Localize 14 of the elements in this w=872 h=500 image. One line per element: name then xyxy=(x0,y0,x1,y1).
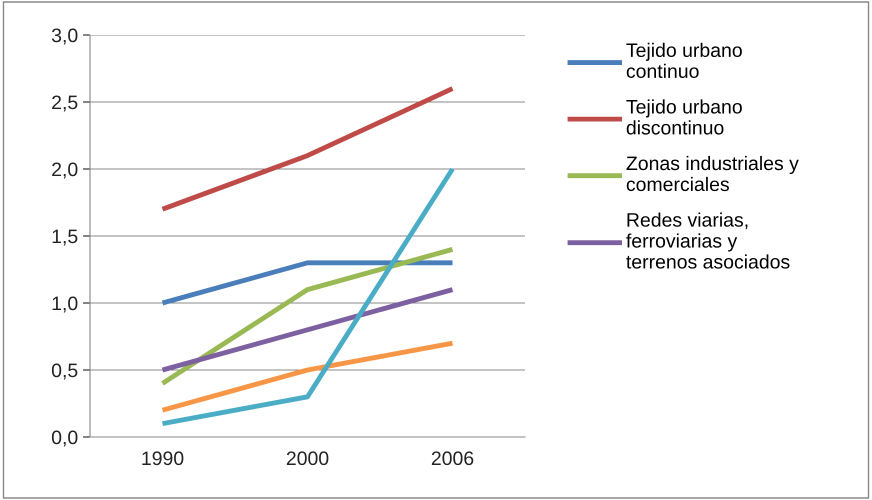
y-tick-label: 1,0 xyxy=(52,296,78,313)
legend-label: Tejido urbano continuo xyxy=(626,42,742,78)
y-tick-label: 1,5 xyxy=(52,230,78,246)
x-tick-label: 1990 xyxy=(142,451,184,466)
legend-label: Tejido urbano discontinuo xyxy=(626,99,742,135)
y-tick-label: 2,5 xyxy=(52,95,78,112)
legend-label: Redes viarias, ferroviarias y terrenos asociados xyxy=(626,212,790,269)
x-tick-label: 2000 xyxy=(286,451,328,466)
y-tick-label: 3,0 xyxy=(52,28,78,45)
y-tick-label: 2,0 xyxy=(52,162,78,179)
y-tick-label: 0,0 xyxy=(52,430,78,447)
legend-label: Zonas industriales y comerciales xyxy=(626,156,799,192)
y-tick-label: 0,5 xyxy=(52,363,78,380)
x-tick-label: 2006 xyxy=(432,451,474,466)
